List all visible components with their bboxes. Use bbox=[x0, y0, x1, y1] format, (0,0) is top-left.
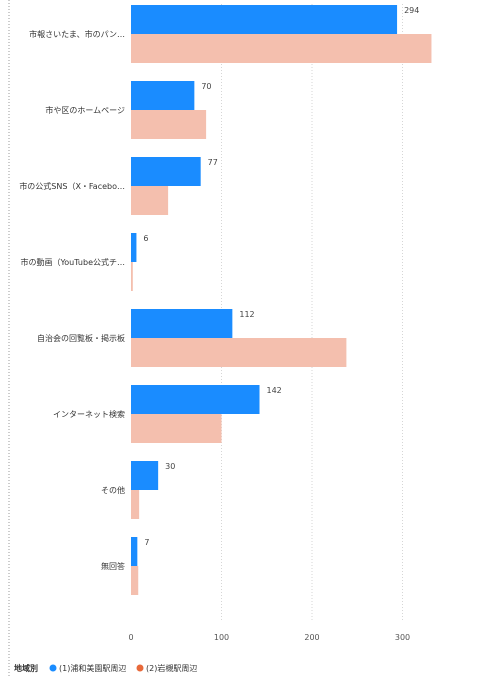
x-tick-label: 0 bbox=[128, 633, 133, 642]
labels-group: 0 100 200 300 市報さいたま、市のパン… 市や区のホームページ市の公式SNS（… bbox=[19, 6, 419, 642]
legend-label-series-2: (2)岩槻駅周辺 bbox=[146, 663, 197, 673]
bar-series-1 bbox=[131, 309, 233, 338]
bar-series-1 bbox=[131, 233, 137, 262]
x-tick-label: 200 bbox=[304, 633, 319, 642]
data-label: 142 bbox=[267, 386, 282, 395]
legend-title: 地域別 bbox=[14, 663, 38, 673]
category-label: 自治会の回覧板・掲示板 bbox=[37, 333, 125, 343]
bar-series-2 bbox=[131, 338, 347, 367]
data-label: 112 bbox=[239, 310, 254, 319]
data-label: 294 bbox=[404, 6, 419, 15]
x-tick-label: 100 bbox=[214, 633, 229, 642]
category-label: 無回答 bbox=[101, 561, 125, 571]
bars-group bbox=[131, 5, 432, 595]
x-tick-label: 300 bbox=[395, 633, 410, 642]
bar-series-1 bbox=[131, 537, 138, 566]
bar-series-1 bbox=[131, 157, 201, 186]
category-label: 市報さいたま、市のパン… bbox=[29, 29, 125, 39]
category-label: 市や区のホームページ bbox=[45, 105, 125, 115]
category-label: 市の動画（YouTube公式チ… bbox=[20, 257, 125, 267]
legend: 地域別 (1)浦和美園駅周辺 (2)岩槻駅周辺 bbox=[14, 663, 197, 673]
data-label: 77 bbox=[208, 158, 218, 167]
category-label: その他 bbox=[101, 485, 125, 495]
bar-series-1 bbox=[131, 5, 398, 34]
bar-series-2 bbox=[131, 110, 207, 139]
bar-series-2 bbox=[131, 186, 169, 215]
data-label: 30 bbox=[165, 462, 175, 471]
data-label: 6 bbox=[143, 234, 148, 243]
data-label: 70 bbox=[201, 82, 211, 91]
legend-marker-series-1 bbox=[49, 664, 57, 672]
bar-series-1 bbox=[131, 385, 260, 414]
bar-series-1 bbox=[131, 461, 159, 490]
bar-series-2 bbox=[131, 490, 140, 519]
bar-series-2 bbox=[131, 566, 139, 595]
bar-series-2 bbox=[131, 34, 432, 63]
bar-series-1 bbox=[131, 81, 195, 110]
category-label: 市の公式SNS（X・Facebo… bbox=[19, 181, 125, 191]
legend-label-series-1: (1)浦和美園駅周辺 bbox=[59, 663, 126, 673]
legend-marker-series-2 bbox=[136, 664, 144, 672]
data-label: 7 bbox=[144, 538, 149, 547]
category-label: インターネット検索 bbox=[53, 409, 125, 419]
bar-series-2 bbox=[131, 414, 222, 443]
bar-series-2 bbox=[131, 262, 133, 291]
